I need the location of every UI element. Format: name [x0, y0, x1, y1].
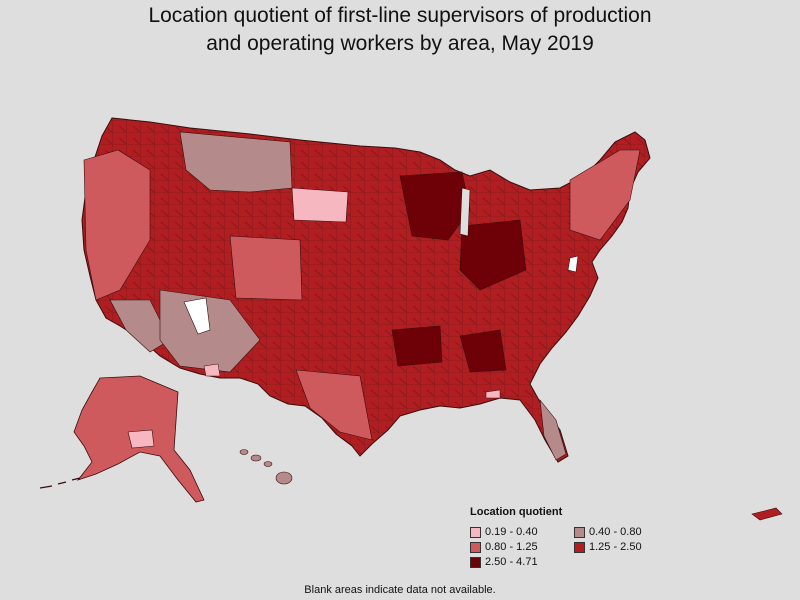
hawaii-islands [239, 449, 293, 485]
region-ohio-valley-high [459, 219, 527, 291]
legend-swatch-2 [470, 541, 481, 553]
legend-item-0: 0.19 - 0.40 [470, 526, 574, 538]
region-southeast-high [459, 329, 507, 373]
footnote: Blank areas indicate data not available. [304, 584, 496, 596]
legend-item-3: 1.25 - 2.50 [574, 541, 684, 553]
legend-item-1: 0.40 - 0.80 [574, 526, 684, 538]
legend-label-0: 0.19 - 0.40 [485, 526, 538, 538]
legend-swatch-1 [574, 526, 585, 538]
legend-label-1: 0.40 - 0.80 [589, 526, 642, 538]
legend-swatch-0 [470, 526, 481, 538]
region-colorado-moderate [229, 235, 303, 301]
region-south-high [391, 325, 443, 367]
region-southwest-low [159, 289, 261, 373]
arizona-low [203, 363, 221, 377]
contiguous-us-mesh [82, 118, 650, 462]
puerto-rico [751, 507, 783, 521]
region-dakota-lowest [291, 187, 349, 223]
region-california-low [109, 299, 171, 353]
legend-item-4: 2.50 - 4.71 [470, 556, 574, 568]
region-texas-moderate [295, 369, 373, 441]
map-legend: Location quotient 0.19 - 0.40 0.40 - 0.8… [470, 506, 710, 568]
region-northeast-moderate [569, 149, 641, 241]
region-lake-michigan [459, 187, 471, 237]
title-line-2: and operating workers by area, May 2019 [206, 32, 594, 55]
region-florida-low [539, 399, 567, 461]
map-title: Location quotient of first-line supervis… [0, 2, 800, 58]
region-montana-low [179, 131, 293, 193]
title-line-1: Location quotient of first-line supervis… [148, 4, 652, 27]
region-west-moderate [83, 149, 151, 301]
legend-swatch-3 [574, 541, 585, 553]
region-nyc-nodata [567, 255, 579, 273]
region-midwest-high [399, 171, 471, 241]
region-nevada-nodata [183, 297, 211, 335]
legend-label-3: 1.25 - 2.50 [589, 541, 642, 553]
legend-item-2: 0.80 - 1.25 [470, 541, 574, 553]
legend-swatch-4 [470, 556, 481, 568]
alaska-low-area [127, 429, 155, 449]
aleutian-islands [39, 477, 81, 489]
legend-label-2: 0.80 - 1.25 [485, 541, 538, 553]
gulf-coast-low [485, 389, 501, 399]
legend-title: Location quotient [470, 506, 563, 518]
legend-label-4: 2.50 - 4.71 [485, 556, 538, 568]
